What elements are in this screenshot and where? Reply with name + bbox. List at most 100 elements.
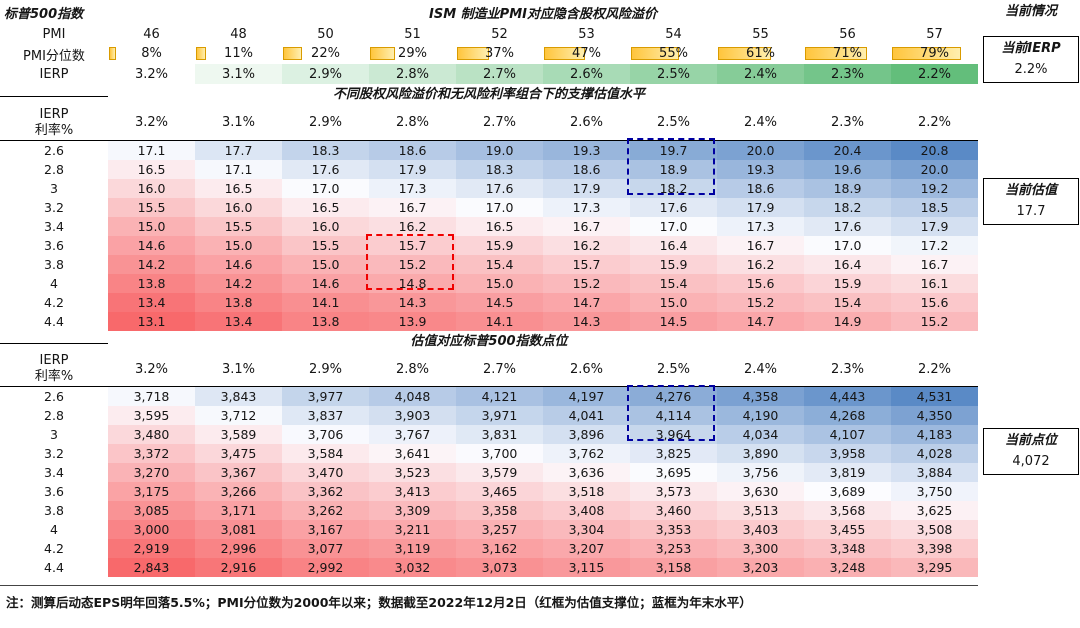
percentile-value: 79% bbox=[920, 46, 949, 61]
heatmap-cell: 14.5 bbox=[630, 311, 717, 331]
box-value: 17.7 bbox=[1016, 204, 1046, 219]
row-header: 3.8 bbox=[44, 256, 64, 272]
index-name-label: 标普500指数 bbox=[4, 6, 84, 22]
heatmap-cell: 13.8 bbox=[108, 273, 195, 293]
row-header: 3.2 bbox=[44, 199, 64, 215]
heatmap-cell: 16.5 bbox=[108, 159, 195, 179]
valuation-heatmap-table: IERP 利率% 3.2% 3.1% 2.9% 2.8% 2.7% 2.6% 2.5% 2.4% 2… bbox=[0, 106, 978, 331]
pmi-value-cell: 52 bbox=[491, 26, 508, 42]
percentile-value: 61% bbox=[746, 46, 775, 61]
heatmap-cell: 14.5 bbox=[456, 292, 543, 312]
heatmap-cell: 16.5 bbox=[282, 197, 369, 217]
corner-header: IERP 利率% bbox=[0, 352, 108, 387]
current-status-sidebar: 当前情况 当前IERP 2.2% 当前估值 17.7 当前点位 4,072 bbox=[982, 0, 1080, 628]
heatmap-cell: 3,081 bbox=[195, 520, 282, 539]
heatmap-cell: 4,190 bbox=[717, 406, 804, 425]
column-header: 2.3% bbox=[804, 106, 891, 141]
heatmap-cell: 3,475 bbox=[195, 444, 282, 463]
row-header: 3.6 bbox=[44, 484, 64, 499]
heatmap-cell: 15.9 bbox=[456, 235, 543, 255]
heatmap-cell: 3,767 bbox=[369, 425, 456, 444]
heatmap-cell: 19.3 bbox=[543, 140, 630, 160]
heatmap-cell: 3,837 bbox=[282, 406, 369, 425]
corner-x-label: IERP bbox=[39, 353, 69, 369]
heatmap-cell: 3,353 bbox=[630, 520, 717, 539]
heatmap-cell: 15.4 bbox=[456, 254, 543, 274]
heatmap-cell: 3,207 bbox=[543, 539, 630, 558]
heatmap-cell: 17.7 bbox=[195, 140, 282, 160]
heatmap-cell: 14.8 bbox=[369, 273, 456, 293]
heatmap-cell: 4,183 bbox=[891, 425, 978, 444]
heatmap-cell: 19.3 bbox=[717, 159, 804, 179]
heatmap-cell: 17.0 bbox=[456, 197, 543, 217]
heatmap-cell: 15.6 bbox=[717, 273, 804, 293]
heatmap-cell: 3,508 bbox=[891, 520, 978, 539]
percentile-data-bar bbox=[109, 47, 116, 60]
heatmap-cell: 3,579 bbox=[456, 463, 543, 482]
heatmap-cell: 3,700 bbox=[456, 444, 543, 463]
percentile-data-bar bbox=[196, 47, 206, 60]
heatmap-cell: 3,248 bbox=[804, 558, 891, 577]
heatmap-cell: 17.6 bbox=[282, 159, 369, 179]
column-header: 2.7% bbox=[456, 352, 543, 387]
row-header: 2.6 bbox=[44, 142, 64, 158]
ierp-scale-cell: 2.3% bbox=[804, 64, 891, 84]
heatmap-cell: 18.9 bbox=[630, 159, 717, 179]
ierp-scale-cell: 2.9% bbox=[282, 64, 369, 84]
heatmap-cell: 17.0 bbox=[630, 216, 717, 236]
ierp-scale-cell: 3.2% bbox=[108, 64, 195, 84]
row-header: 3.8 bbox=[44, 503, 64, 518]
heatmap-cell: 3,630 bbox=[717, 482, 804, 501]
heatmap-cell: 19.6 bbox=[804, 159, 891, 179]
heatmap-cell: 16.7 bbox=[543, 216, 630, 236]
heatmap-cell: 15.0 bbox=[282, 254, 369, 274]
heatmap-cell: 3,158 bbox=[630, 558, 717, 577]
heatmap-cell: 16.4 bbox=[630, 235, 717, 255]
heatmap-cell: 15.0 bbox=[195, 235, 282, 255]
heatmap-cell: 16.0 bbox=[282, 216, 369, 236]
ierp-scale-cell: 2.5% bbox=[630, 64, 717, 84]
heatmap-cell: 4,268 bbox=[804, 406, 891, 425]
column-header: 3.1% bbox=[195, 352, 282, 387]
heatmap-cell: 19.2 bbox=[891, 178, 978, 198]
heatmap-cell: 2,996 bbox=[195, 539, 282, 558]
column-header: 2.4% bbox=[717, 352, 804, 387]
heatmap-cell: 4,114 bbox=[630, 406, 717, 425]
ierp-scale-cell: 2.6% bbox=[543, 64, 630, 84]
heatmap-cell: 17.9 bbox=[543, 178, 630, 198]
heatmap-cell: 3,584 bbox=[282, 444, 369, 463]
heatmap-cell: 15.2 bbox=[717, 292, 804, 312]
column-header: 2.3% bbox=[804, 352, 891, 387]
column-header: 2.7% bbox=[456, 106, 543, 141]
heatmap-cell: 3,971 bbox=[456, 406, 543, 425]
index-section-header: 估值对应标普500指数点位 bbox=[0, 331, 978, 353]
pmi-strip-title: ISM 制造业PMI对应隐含股权风险溢价 bbox=[429, 6, 657, 22]
column-header: 2.9% bbox=[282, 352, 369, 387]
percentile-data-bar bbox=[805, 47, 867, 60]
pmi-value-cell: 46 bbox=[143, 26, 160, 42]
heatmap-cell: 14.2 bbox=[108, 254, 195, 274]
pmi-value-cell: 48 bbox=[230, 26, 247, 42]
percentile-value: 55% bbox=[659, 46, 688, 61]
heatmap-cell: 4,531 bbox=[891, 386, 978, 406]
heatmap-cell: 16.0 bbox=[108, 178, 195, 198]
heatmap-cell: 4,048 bbox=[369, 386, 456, 406]
heatmap-cell: 4,358 bbox=[717, 386, 804, 406]
box-label: 当前点位 bbox=[1004, 433, 1057, 448]
heatmap-cell: 13.8 bbox=[282, 311, 369, 331]
heatmap-cell: 3,718 bbox=[108, 386, 195, 406]
heatmap-cell: 17.0 bbox=[804, 235, 891, 255]
row-header: 3.6 bbox=[44, 237, 64, 253]
percentile-value: 29% bbox=[398, 46, 427, 61]
heatmap-cell: 4,028 bbox=[891, 444, 978, 463]
row-header: 3 bbox=[50, 180, 58, 196]
row-header: 4.4 bbox=[44, 313, 64, 329]
heatmap-cell: 14.7 bbox=[543, 292, 630, 312]
heatmap-cell: 3,465 bbox=[456, 482, 543, 501]
percentile-value: 8% bbox=[141, 46, 162, 61]
divider-line bbox=[0, 342, 108, 344]
pmi-percentile-cell: 22% bbox=[282, 44, 369, 64]
ierp-scale-cell: 2.2% bbox=[891, 64, 978, 84]
pmi-strip-table: PMI 46 48 50 51 52 53 54 55 56 57 PMI分位数 8% 11% 22% 29%… bbox=[0, 24, 978, 84]
pmi-percentile-cell: 11% bbox=[195, 44, 282, 64]
